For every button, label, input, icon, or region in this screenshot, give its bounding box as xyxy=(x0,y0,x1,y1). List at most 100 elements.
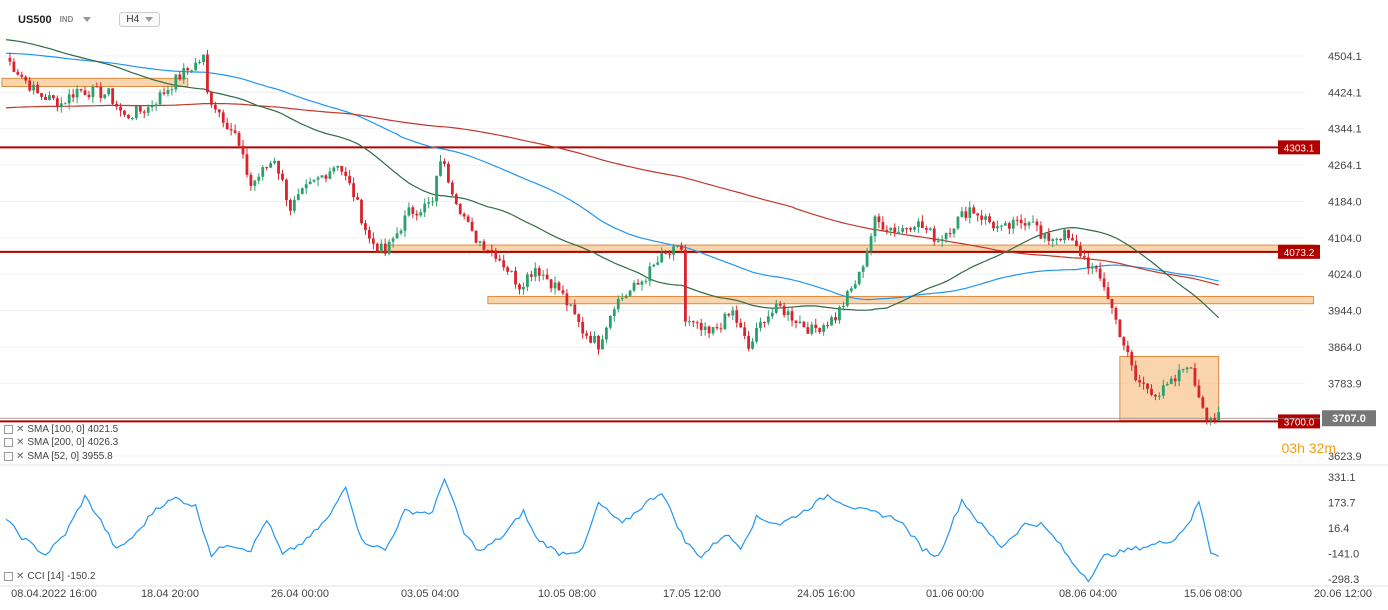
candle xyxy=(845,289,849,308)
candle-body xyxy=(166,89,170,94)
close-icon[interactable]: ✕ xyxy=(16,424,25,435)
close-icon[interactable]: ✕ xyxy=(16,571,25,582)
candle xyxy=(474,230,478,244)
candle xyxy=(316,175,320,187)
candle-body xyxy=(695,322,699,324)
candle xyxy=(490,244,494,257)
timeframe-selector[interactable]: H4 xyxy=(119,12,161,27)
candle xyxy=(577,313,581,328)
cci-tick-label: 16.4 xyxy=(1328,523,1349,535)
candle xyxy=(245,148,249,178)
candle-body xyxy=(628,290,632,296)
candle-body xyxy=(379,243,383,252)
candle xyxy=(158,89,162,106)
candle xyxy=(194,57,197,71)
candle xyxy=(344,167,348,181)
chevron-down-icon[interactable] xyxy=(83,17,92,22)
candle xyxy=(759,317,762,332)
candle xyxy=(146,104,150,117)
candle xyxy=(822,323,826,336)
candle xyxy=(707,325,711,339)
candle xyxy=(944,232,948,244)
candle-body xyxy=(158,92,162,105)
candle-body xyxy=(806,327,810,334)
time-tick-label: 18.04 20:00 xyxy=(141,588,199,600)
candle-body xyxy=(1130,352,1134,366)
candle-body xyxy=(292,199,296,211)
candle-body xyxy=(798,321,802,323)
candle xyxy=(680,242,683,253)
candle xyxy=(1035,218,1039,232)
candle xyxy=(1079,241,1082,258)
candle-body xyxy=(668,253,671,255)
market-label: IND xyxy=(59,15,74,24)
settings-icon[interactable] xyxy=(4,452,13,461)
candle-body xyxy=(1217,412,1221,421)
candle xyxy=(407,202,411,217)
candle-body xyxy=(1134,365,1138,381)
legend-sma-52[interactable]: ✕ SMA [52, 0] 3955.8 xyxy=(4,451,113,462)
symbol-label[interactable]: US500 xyxy=(18,13,52,26)
candle-body xyxy=(747,336,750,349)
candle-body xyxy=(849,288,853,292)
candle xyxy=(450,180,454,196)
legend-sma-100[interactable]: ✕ SMA [100, 0] 4021.5 xyxy=(4,424,118,435)
candle-body xyxy=(371,238,375,244)
candle-body xyxy=(486,249,490,251)
candle xyxy=(24,75,28,84)
candle-body xyxy=(134,106,138,119)
candle-body xyxy=(1082,256,1086,258)
candle-body xyxy=(16,71,20,75)
candle xyxy=(99,82,103,103)
candle-body xyxy=(672,246,675,255)
candle xyxy=(206,49,209,95)
settings-icon[interactable] xyxy=(4,438,13,447)
candle-body xyxy=(170,89,174,91)
legend-value: 4026.3 xyxy=(87,437,119,448)
candle-body xyxy=(403,215,407,231)
candle xyxy=(628,289,632,297)
candle-body xyxy=(1075,240,1078,247)
candle xyxy=(435,175,438,207)
candle-body xyxy=(506,267,510,272)
candle xyxy=(379,239,383,254)
candle xyxy=(12,58,16,73)
horizontal-levels[interactable]: 4303.1 4073.2 3700.0 3707.0 xyxy=(0,140,1376,429)
candle-body xyxy=(597,335,600,350)
settings-icon[interactable] xyxy=(4,425,13,434)
close-icon[interactable]: ✕ xyxy=(16,437,25,448)
settings-icon[interactable] xyxy=(4,572,13,581)
candle-body xyxy=(131,118,134,120)
candle xyxy=(984,213,987,225)
candle-body xyxy=(253,180,257,186)
candle xyxy=(427,196,431,209)
candle xyxy=(502,254,506,271)
candle-body xyxy=(1185,367,1189,370)
candle-body xyxy=(755,327,758,342)
legend-cci[interactable]: ✕ CCI [14] -150.2 xyxy=(4,571,95,582)
candle-body xyxy=(217,109,221,113)
candle-body xyxy=(1173,378,1177,382)
candle-body xyxy=(782,305,786,316)
candle-body xyxy=(59,103,63,108)
legend-sma-200[interactable]: ✕ SMA [200, 0] 4026.3 xyxy=(4,437,118,448)
time-tick-label: 01.06 00:00 xyxy=(926,588,984,600)
candle xyxy=(992,220,995,232)
candle-body xyxy=(518,284,521,290)
candle-body xyxy=(300,188,304,195)
candle xyxy=(901,224,905,234)
close-icon[interactable]: ✕ xyxy=(16,451,25,462)
candle-body xyxy=(225,122,229,130)
candle-body xyxy=(63,103,67,105)
candle xyxy=(980,209,984,226)
candle xyxy=(865,247,869,268)
candle-body xyxy=(316,177,320,180)
candle xyxy=(486,249,490,254)
candle xyxy=(1047,228,1051,246)
candle-body xyxy=(735,310,739,323)
candle xyxy=(253,179,257,191)
candle xyxy=(20,71,24,79)
candle xyxy=(332,165,336,175)
candle xyxy=(174,73,178,93)
